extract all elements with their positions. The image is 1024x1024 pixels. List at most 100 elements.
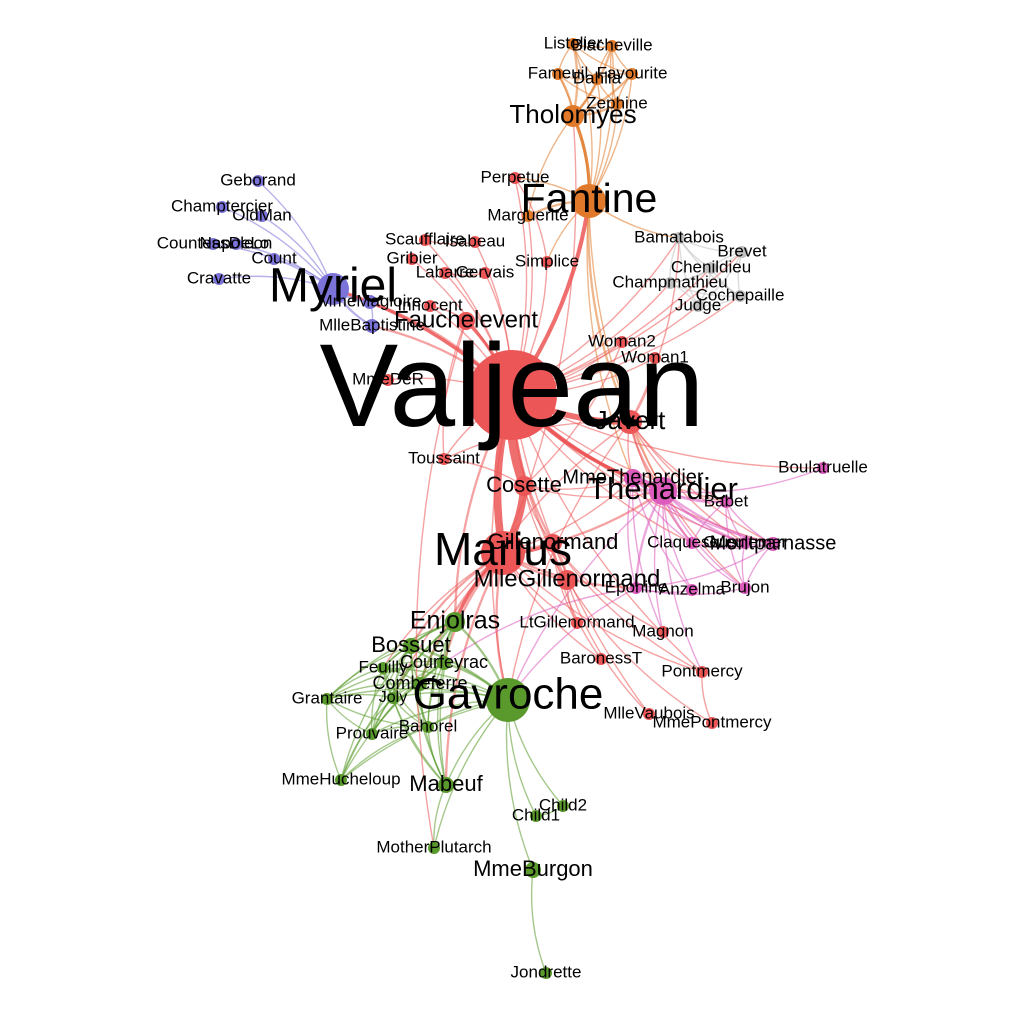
node-prouvaire[interactable] xyxy=(366,728,378,740)
node-mme-magloire[interactable] xyxy=(363,295,377,309)
node-fantine[interactable] xyxy=(572,184,606,218)
label-tholomyes: Tholomyes xyxy=(509,99,636,129)
node-anzelma[interactable] xyxy=(686,584,698,596)
node-gillenormand[interactable] xyxy=(544,534,562,552)
label-mlle-baptistine: MlleBaptistine xyxy=(319,315,425,334)
node-cravatte[interactable] xyxy=(213,273,225,285)
node-mme-pontmercy[interactable] xyxy=(706,717,718,729)
node-mlle-vaubois[interactable] xyxy=(643,708,655,720)
node-judge[interactable] xyxy=(692,300,704,312)
node-marius[interactable] xyxy=(481,531,525,575)
node-feuilly[interactable] xyxy=(377,662,389,674)
node-gueulemer[interactable] xyxy=(739,537,751,549)
node-mother-plutarch[interactable] xyxy=(428,842,440,854)
node-mlle-gillenormand[interactable] xyxy=(557,570,577,590)
node-magnon[interactable] xyxy=(657,626,669,638)
node-dahlia[interactable] xyxy=(591,73,603,85)
edge-bamatabois-judge xyxy=(678,237,699,307)
node-mme-thenardier[interactable] xyxy=(624,469,642,487)
edge-grantaire-mme-hucheloup xyxy=(325,698,342,781)
node-blacheville[interactable] xyxy=(606,40,618,52)
node-baroness-t[interactable] xyxy=(595,653,607,665)
label-favourite: Favourite xyxy=(597,63,668,82)
node-child1[interactable] xyxy=(530,810,542,822)
edge-claquesous-brujon xyxy=(691,542,746,589)
node-cosette[interactable] xyxy=(514,476,534,496)
node-enjolras[interactable] xyxy=(445,612,465,632)
node-myriel[interactable] xyxy=(317,273,349,305)
node-pontmercy[interactable] xyxy=(696,666,708,678)
node-mabeuf[interactable] xyxy=(438,777,454,793)
node-thenardier[interactable] xyxy=(649,477,677,505)
node-countess-de-lo[interactable] xyxy=(207,238,219,250)
node-mme-de-r[interactable] xyxy=(382,374,394,386)
node-gribier[interactable] xyxy=(406,253,418,265)
node-napoleon[interactable] xyxy=(230,238,242,250)
edge-fantine-thenardier xyxy=(588,200,664,492)
node-bamatabois[interactable] xyxy=(673,232,685,244)
label-zephine: Zephine xyxy=(586,93,647,112)
node-joly[interactable] xyxy=(387,692,399,704)
edge-joly-mme-hucheloup xyxy=(340,697,394,781)
node-eponine[interactable] xyxy=(630,582,642,594)
edge-enjolras-mabeuf xyxy=(439,621,456,786)
node-mme-hucheloup[interactable] xyxy=(335,774,347,786)
node-perpetue[interactable] xyxy=(509,172,521,184)
node-woman1[interactable] xyxy=(649,352,661,364)
node-mme-burgon[interactable] xyxy=(525,862,541,878)
node-cochepaille[interactable] xyxy=(734,290,746,302)
node-grantaire[interactable] xyxy=(321,693,333,705)
node-woman2[interactable] xyxy=(616,336,628,348)
node-babet[interactable] xyxy=(720,496,732,508)
node-labarre[interactable] xyxy=(439,267,451,279)
node-old-man[interactable] xyxy=(256,210,268,222)
label-mme-magloire: MmeMagloire xyxy=(319,291,422,310)
edge-feuilly-bahorel xyxy=(382,667,429,728)
node-valjean[interactable] xyxy=(467,350,557,440)
label-woman2: Woman2 xyxy=(588,331,656,350)
label-bamatabois: Bamatabois xyxy=(634,227,724,246)
node-gervais[interactable] xyxy=(479,267,491,279)
node-brevet[interactable] xyxy=(736,246,748,258)
node-listolier[interactable] xyxy=(567,38,579,50)
label-layer: Valjean Marius Gavroche Fantine Myriel Thenar… xyxy=(157,33,868,981)
node-count[interactable] xyxy=(268,253,280,265)
node-simplice[interactable] xyxy=(541,256,553,268)
edge-valjean-mlle-vaubois xyxy=(511,394,650,715)
node-combeferre[interactable] xyxy=(413,677,427,691)
node-montparnasse[interactable] xyxy=(766,537,780,551)
node-courfeyrac[interactable] xyxy=(437,656,451,670)
node-tholomyes[interactable] xyxy=(562,105,584,127)
node-fameuil[interactable] xyxy=(552,68,564,80)
node-jondrette[interactable] xyxy=(540,967,552,979)
label-montparnasse: Montparnasse xyxy=(710,532,837,554)
node-champmathieu[interactable] xyxy=(664,277,676,289)
node-isabeau[interactable] xyxy=(469,236,481,248)
node-favourite[interactable] xyxy=(626,68,638,80)
edge-bossuet-grantaire xyxy=(326,645,412,700)
label-marguerite: Marguerite xyxy=(487,205,568,224)
node-lt-gillenormand[interactable] xyxy=(571,617,583,629)
node-champtercier[interactable] xyxy=(216,201,228,213)
node-javert[interactable] xyxy=(618,410,642,434)
node-zephine[interactable] xyxy=(611,98,623,110)
node-fauchelevent[interactable] xyxy=(457,312,475,330)
node-scaufflaire[interactable] xyxy=(419,234,431,246)
label-cravatte: Cravatte xyxy=(187,268,251,287)
label-champtercier: Champtercier xyxy=(171,196,273,215)
node-bossuet[interactable] xyxy=(403,638,419,654)
node-chenildieu[interactable] xyxy=(705,262,717,274)
node-claquesous[interactable] xyxy=(686,537,698,549)
node-toussaint[interactable] xyxy=(438,453,450,465)
node-brujon[interactable] xyxy=(739,582,751,594)
node-mlle-baptistine[interactable] xyxy=(365,319,379,333)
node-marguerite[interactable] xyxy=(522,210,534,222)
node-geborand[interactable] xyxy=(252,175,264,187)
node-innocent[interactable] xyxy=(424,300,436,312)
label-mme-hucheloup: MmeHucheloup xyxy=(281,769,400,788)
node-bahorel[interactable] xyxy=(422,721,434,733)
node-boulatruelle[interactable] xyxy=(817,462,829,474)
node-child2[interactable] xyxy=(557,800,569,812)
label-gribier: Gribier xyxy=(386,248,437,267)
node-gavroche[interactable] xyxy=(486,678,530,722)
